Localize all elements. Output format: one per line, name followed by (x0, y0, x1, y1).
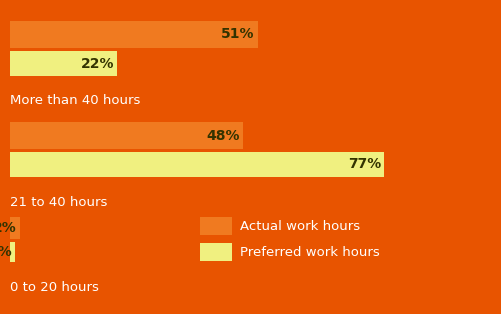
Text: 1%: 1% (0, 245, 12, 259)
Bar (10, 21, 258, 48)
Bar (200, 243, 232, 261)
Bar (10, 217, 20, 239)
Text: Preferred work hours: Preferred work hours (240, 246, 380, 258)
Text: Actual work hours: Actual work hours (240, 219, 360, 232)
Bar (10, 152, 384, 177)
Text: 0 to 20 hours: 0 to 20 hours (10, 281, 99, 294)
Text: 77%: 77% (348, 158, 381, 171)
Text: 21 to 40 hours: 21 to 40 hours (10, 196, 107, 209)
Bar (10, 122, 243, 149)
Text: 2%: 2% (0, 221, 17, 235)
Text: 48%: 48% (207, 128, 240, 143)
Text: 51%: 51% (221, 28, 255, 41)
Text: More than 40 hours: More than 40 hours (10, 94, 140, 107)
Text: 22%: 22% (81, 57, 114, 71)
Bar (10, 242, 15, 262)
Bar (10, 51, 117, 76)
Bar (200, 217, 232, 235)
